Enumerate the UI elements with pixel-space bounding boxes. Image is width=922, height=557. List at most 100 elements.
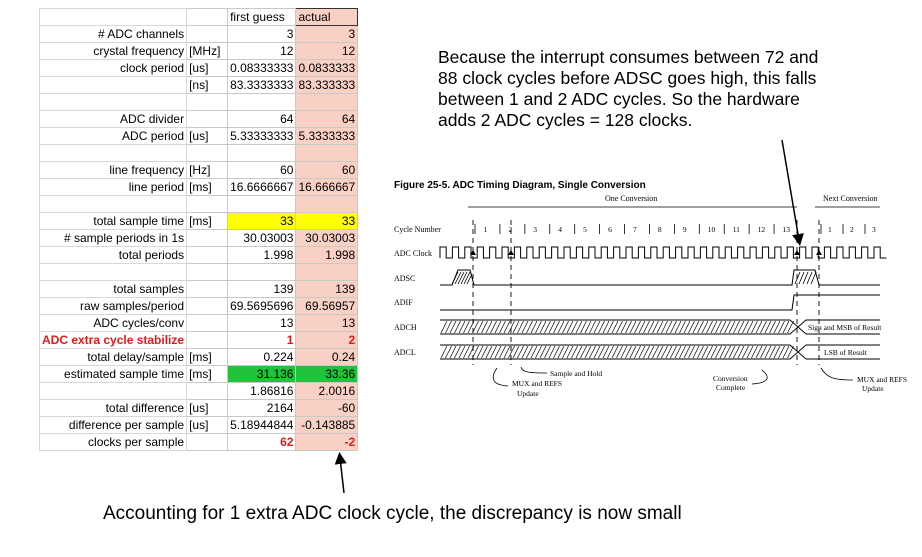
table-row: total periods 1.998 1.998 [38, 246, 359, 264]
first-guess-value[interactable]: 16.6666667 [227, 178, 297, 196]
row-label[interactable]: crystal frequency [38, 42, 188, 60]
actual-value[interactable]: 13 [295, 314, 359, 332]
mux-update-right-label-2: Update [862, 384, 884, 393]
table-row: estimated sample time [ms] 31.136 33.36 [38, 365, 359, 383]
actual-value[interactable]: 64 [295, 110, 359, 128]
adch-result-label: Sign and MSB of Result [808, 323, 882, 332]
row-label[interactable]: total periods [38, 246, 188, 264]
adc-clock-wave [439, 246, 887, 259]
one-conversion-label: One Conversion [605, 194, 657, 203]
header-row: first guess actual [38, 8, 359, 26]
header-actual[interactable]: actual [295, 8, 359, 26]
table-row: total sample time [ms] 33 33 [38, 212, 359, 230]
cycle-number: 6 [608, 225, 612, 234]
actual-value[interactable]: 0.24 [295, 348, 359, 366]
first-guess-value[interactable]: 31.136 [227, 365, 297, 383]
actual-value[interactable] [295, 93, 359, 111]
cycle-number: 5 [583, 225, 587, 234]
header-first-guess: first guess [227, 8, 297, 26]
cycle-number: 1 [483, 225, 487, 234]
interrupt-annotation-text: Because the interrupt consumes between 7… [438, 47, 819, 130]
cycle-number: 3 [872, 225, 876, 234]
cycle-number: 2 [508, 225, 512, 234]
figure-title: Figure 25-5. ADC Timing Diagram, Single … [394, 180, 646, 191]
spreadsheet-table: first guess actual # ADC channels 3 3 cryst… [38, 8, 359, 451]
row-label[interactable]: total sample time [38, 212, 188, 230]
actual-value[interactable]: 0.0833333 [295, 59, 359, 77]
table-row [38, 263, 359, 281]
discrepancy-annotation: Accounting for 1 extra ADC clock cycle, … [103, 503, 682, 524]
signal-label-adcl: ADCL [394, 348, 416, 357]
table-row: clocks per sample 62 -2 [38, 433, 359, 451]
actual-value[interactable]: 33 [295, 212, 359, 230]
cycle-number: 11 [733, 225, 740, 234]
row-label[interactable]: line frequency [38, 161, 188, 179]
callouts [492, 366, 854, 387]
row-unit[interactable]: [us] [186, 127, 229, 145]
cycle-number: 1 [828, 225, 832, 234]
row-unit[interactable]: [ms] [186, 348, 229, 366]
arrow-to-clocks-cell [334, 452, 347, 494]
table-row: ADC cycles/conv 13 13 [38, 314, 359, 332]
table-row [38, 195, 359, 213]
row-label[interactable]: # ADC channels [38, 25, 188, 43]
cycle-number: 7 [633, 225, 637, 234]
first-guess-value[interactable]: 62 [227, 433, 297, 451]
adcl-result-label: LSB of Result [824, 348, 868, 357]
row-label[interactable]: total samples [38, 280, 188, 298]
row-unit[interactable]: [MHz] [186, 42, 229, 60]
actual-value[interactable]: -0.143885 [295, 416, 359, 434]
actual-value[interactable]: -2 [295, 433, 359, 451]
actual-value[interactable]: -60 [295, 399, 359, 417]
mux-update-label-2: Update [517, 389, 539, 398]
signal-label-adc-clock: ADC Clock [394, 249, 432, 258]
first-guess-value[interactable]: 2164 [227, 399, 297, 417]
interrupt-annotation: Because the interrupt consumes between 7… [438, 47, 838, 131]
actual-value[interactable] [295, 195, 359, 213]
signal-label-adch: ADCH [394, 323, 417, 332]
row-label[interactable]: ADC cycles/conv [38, 314, 188, 332]
next-conversion-label: Next Conversion [823, 194, 877, 203]
actual-value[interactable] [295, 263, 359, 281]
row-label[interactable]: clocks per sample [38, 433, 188, 451]
table-row: crystal frequency [MHz] 12 12 [38, 42, 359, 60]
first-guess-value[interactable]: 33 [227, 212, 297, 230]
cycle-number: 10 [708, 225, 716, 234]
actual-value[interactable]: 2 [295, 331, 359, 349]
signal-label-adif: ADIF [394, 298, 413, 307]
row-unit[interactable]: [ns] [186, 76, 229, 94]
sample-hold-label: Sample and Hold [550, 369, 602, 378]
signal-label-adsc: ADSC [394, 274, 415, 283]
cycle-number: 9 [683, 225, 687, 234]
adif-wave [440, 294, 880, 311]
up-arrow-marker [470, 250, 822, 255]
table-row: clock period [us] 0.08333333 0.0833333 [38, 59, 359, 77]
row-label[interactable]: total difference [38, 399, 188, 417]
actual-value[interactable]: 83.333333 [295, 76, 359, 94]
cycle-number: 3 [533, 225, 537, 234]
actual-value[interactable]: 60 [295, 161, 359, 179]
table-row: total delay/sample [ms] 0.224 0.24 [38, 348, 359, 366]
table-row: line period [ms] 16.6666667 16.666667 [38, 178, 359, 196]
signal-label-cycle-number: Cycle Number [394, 225, 441, 234]
table-row: # sample periods in 1s 30.03003 30.03003 [38, 229, 359, 247]
table-row [38, 93, 359, 111]
row-unit[interactable]: [ms] [186, 212, 229, 230]
actual-value[interactable]: 2.0016 [295, 382, 359, 400]
actual-value[interactable]: 139 [295, 280, 359, 298]
table-row: line frequency [Hz] 60 60 [38, 161, 359, 179]
table-row: raw samples/period 69.5695696 69.56957 [38, 297, 359, 315]
first-guess-value[interactable]: 0.08333333 [227, 59, 297, 77]
adsc-hatch [451, 271, 817, 285]
table-row: total difference [us] 2164 -60 [38, 399, 359, 417]
adcl-bus [440, 344, 880, 360]
cycle-numbers: 1 2 3 4 5 6 7 8 9 10 11 12 13 1 2 3 [474, 224, 876, 234]
table-row: ADC divider 64 64 [38, 110, 359, 128]
conversion-complete-label-1: Conversion [713, 374, 748, 383]
cycle-number: 8 [658, 225, 662, 234]
arrow-to-diagram [781, 139, 804, 246]
row-unit[interactable]: [Hz] [186, 161, 229, 179]
timing-markers [472, 220, 820, 365]
actual-value[interactable]: 5.3333333 [295, 127, 359, 145]
